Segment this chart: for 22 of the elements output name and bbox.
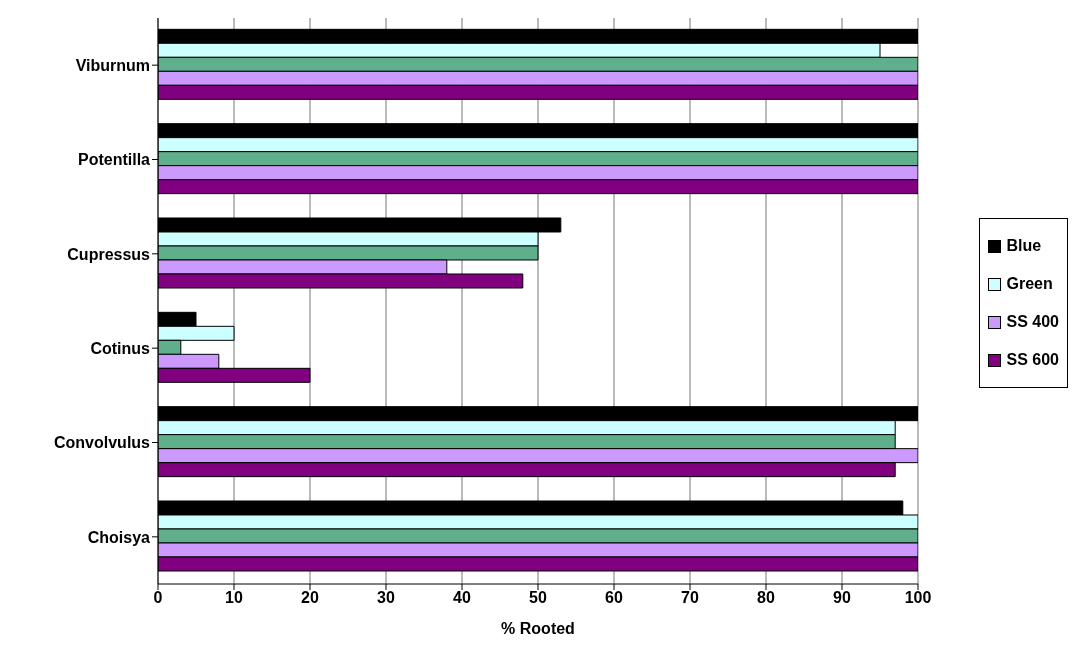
x-tick-label: 80	[757, 589, 775, 607]
y-tick-label: Cotinus	[90, 339, 151, 357]
legend-label: SS 600	[1006, 351, 1059, 369]
x-tick-label: 60	[605, 589, 623, 607]
x-tick-label: 10	[225, 589, 243, 607]
x-tick-label: 90	[833, 589, 851, 607]
x-tick-label: 70	[681, 589, 699, 607]
y-tick-label: Choisya	[87, 528, 151, 546]
x-tick-label: 40	[453, 589, 471, 607]
y-tick-label: Potentilla	[77, 151, 151, 169]
x-tick-label: 30	[377, 589, 395, 607]
y-tick-label: Convolvulus	[53, 434, 151, 452]
x-tick-label: 20	[301, 589, 319, 607]
x-tick-label: 100	[904, 589, 932, 607]
legend-label: SS 400	[1006, 313, 1059, 331]
x-axis-title: % Rooted	[501, 620, 575, 637]
y-tick-label: Viburnum	[75, 56, 150, 74]
legend-label: Blue	[1006, 237, 1042, 255]
x-tick-label: 50	[529, 589, 547, 607]
y-tick-label: Cupressus	[67, 245, 151, 263]
x-tick-label: 0	[153, 589, 163, 607]
legend-label: Green	[1006, 275, 1053, 293]
